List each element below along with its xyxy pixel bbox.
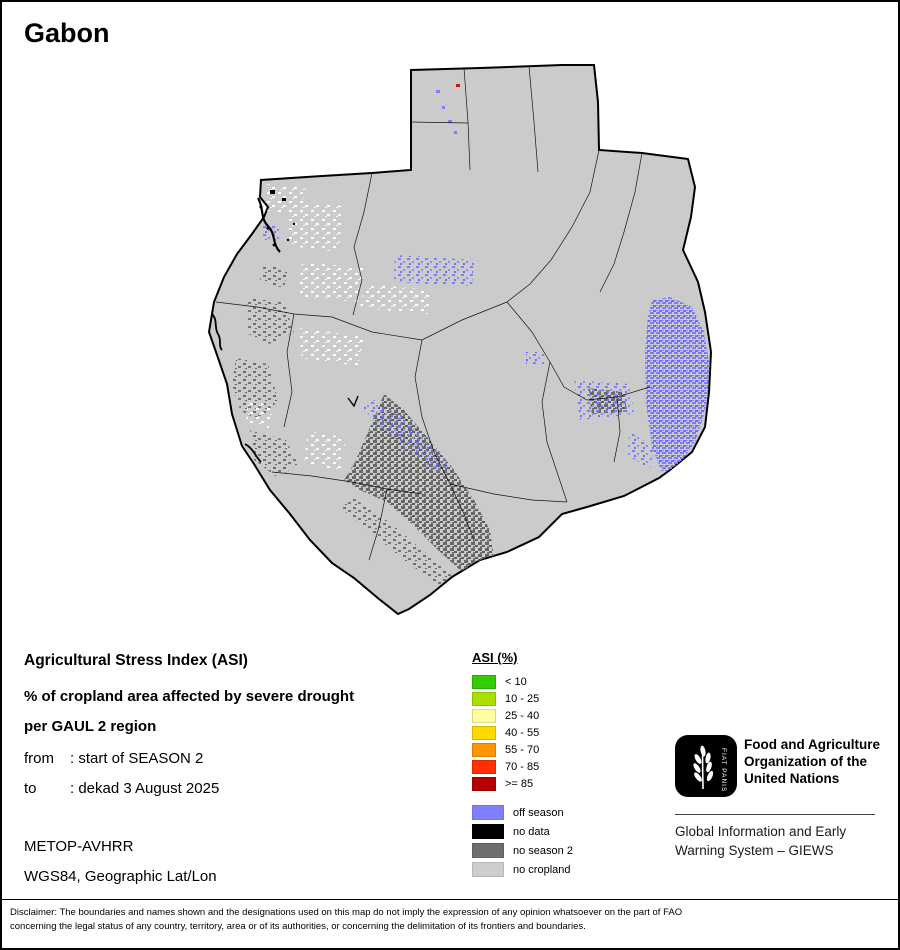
fao-logo: FIAT PANIS — [675, 735, 737, 797]
legend-swatch — [472, 742, 496, 757]
program-line: Global Information and Early — [675, 824, 847, 839]
legend-label: >= 85 — [505, 777, 534, 790]
org-name-line: United Nations — [744, 771, 840, 786]
off-season-speckle-layer — [262, 90, 710, 476]
legend-swatch — [472, 725, 496, 740]
legend-row: 10 - 25 — [472, 690, 573, 707]
program-line: Warning System – GIEWS — [675, 843, 834, 858]
org-name-line: Food and Agriculture — [744, 737, 880, 752]
disclaimer-line: concerning the legal status of any count… — [10, 920, 586, 932]
legend-swatch — [472, 691, 496, 706]
coastline-details — [211, 190, 359, 463]
legend-label: 55 - 70 — [505, 743, 540, 756]
page-title: Gabon — [24, 18, 110, 48]
legend-swatch — [472, 759, 496, 774]
fao-motto: FIAT PANIS — [720, 748, 727, 792]
legend-swatch — [472, 862, 504, 877]
coastal-islets — [259, 190, 296, 247]
legend-label: < 10 — [505, 675, 527, 688]
legend-swatch — [472, 824, 504, 839]
asi-heading: Agricultural Stress Index (ASI) — [24, 652, 248, 669]
asi-subheading-2: per GAUL 2 region — [24, 718, 157, 735]
legend-row: >= 85 — [472, 775, 573, 792]
asi-subheading-1: % of cropland area affected by severe dr… — [24, 688, 355, 705]
disclaimer-rule — [2, 899, 898, 900]
legend-swatch — [472, 805, 504, 820]
fao-org-name: Food and Agriculture Organization of the… — [744, 736, 880, 787]
country-shape — [207, 64, 713, 616]
off-season-dots — [436, 90, 457, 134]
from-label: from — [24, 750, 54, 767]
disclaimer: Disclaimer: The boundaries and names sho… — [10, 906, 894, 933]
from-value: : start of SEASON 2 — [70, 750, 204, 767]
legend-label: no data — [513, 825, 550, 838]
legend-swatch — [472, 674, 496, 689]
fao-logo-emblem: FIAT PANIS — [675, 735, 737, 797]
legend-row: no cropland — [472, 860, 573, 879]
legend-row: 55 - 70 — [472, 741, 573, 758]
period-from: from : start of SEASON 2 — [24, 750, 203, 767]
disclaimer-line: Disclaimer: The boundaries and names sho… — [10, 907, 683, 918]
legend-label: off season — [513, 806, 564, 819]
legend-row: no season 2 — [472, 841, 573, 860]
legend-row: < 10 — [472, 673, 573, 690]
legend-swatch — [472, 843, 504, 858]
legend-row: 25 - 40 — [472, 707, 573, 724]
legend-label: 70 - 85 — [505, 760, 540, 773]
legend-row: 40 - 55 — [472, 724, 573, 741]
legend-row: no data — [472, 822, 573, 841]
sensor-name: METOP-AVHRR — [24, 838, 134, 855]
legend-label: no season 2 — [513, 844, 573, 857]
legend-gap — [472, 792, 573, 803]
legend-swatch — [472, 776, 496, 791]
legend-title: ASI (%) — [472, 650, 518, 665]
legend-label: 40 - 55 — [505, 726, 540, 739]
gabon-map — [207, 64, 713, 616]
org-divider — [675, 814, 875, 815]
admin-boundaries — [215, 65, 651, 561]
legend-label: no cropland — [513, 863, 571, 876]
wheat-ear-icon — [693, 745, 714, 782]
legend-row: off season — [472, 803, 573, 822]
legend: ASI (%) < 10 10 - 25 25 - 40 40 - 55 55 … — [472, 650, 573, 879]
asi-red-dot — [456, 84, 460, 87]
legend-label: 25 - 40 — [505, 709, 540, 722]
to-label: to — [24, 780, 37, 797]
org-name-line: Organization of the — [744, 754, 867, 769]
to-value: : dekad 3 August 2025 — [70, 780, 220, 797]
legend-label: 10 - 25 — [505, 692, 540, 705]
legend-row: 70 - 85 — [472, 758, 573, 775]
legend-swatch — [472, 708, 496, 723]
projection-info: WGS84, Geographic Lat/Lon — [24, 868, 217, 885]
period-to: to : dekad 3 August 2025 — [24, 780, 219, 797]
giews-program-name: Global Information and Early Warning Sys… — [675, 822, 846, 860]
